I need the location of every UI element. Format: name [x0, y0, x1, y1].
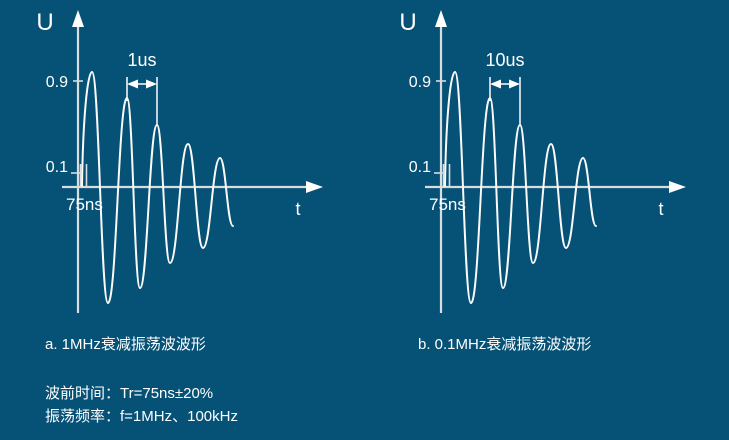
front-time-label: 75ns	[66, 195, 103, 214]
caption-chart-b: b. 0.1MHz衰减振荡波波形	[418, 336, 592, 353]
caption-chart-a: a. 1MHz衰减振荡波波形	[45, 336, 206, 353]
tick-label-0-1: 0.1	[409, 159, 431, 176]
x-axis-arrow-right-icon	[669, 181, 686, 193]
y-axis-arrow-up-icon	[435, 10, 447, 27]
note-oscillation-frequency: 振荡频率：f=1MHz、100kHz	[45, 408, 238, 425]
period-arrow-left-icon	[490, 79, 501, 89]
y-axis-label: U	[36, 9, 53, 36]
y-axis-arrow-up-icon	[72, 10, 84, 27]
waveform-path	[444, 71, 597, 304]
chart-b: U t 0.9 0.1 75ns 10us	[393, 0, 729, 330]
tick-label-0-9: 0.9	[46, 74, 68, 91]
chart-a: U t 0.9 0.1 75ns 1us	[30, 0, 370, 330]
period-arrow-right-icon	[146, 79, 157, 89]
period-arrow-left-icon	[127, 79, 138, 89]
x-axis-label: t	[295, 199, 300, 219]
waveform-path	[81, 71, 234, 304]
note-front-time: 波前时间：Tr=75ns±20%	[45, 385, 214, 402]
tick-label-0-9: 0.9	[409, 74, 431, 91]
notes-block: 波前时间：Tr=75ns±20% 振荡频率：f=1MHz、100kHz	[45, 382, 238, 428]
x-axis-arrow-right-icon	[306, 181, 323, 193]
waveform-figure-a: U t 0.9 0.1 75ns 1us	[36, 9, 323, 313]
tick-label-0-1: 0.1	[46, 159, 68, 176]
period-label: 1us	[127, 50, 156, 70]
waveform-figure-b: U t 0.9 0.1 75ns 10us	[399, 9, 686, 313]
period-label: 10us	[485, 50, 524, 70]
y-axis-label: U	[399, 9, 416, 36]
period-arrow-right-icon	[509, 79, 520, 89]
front-time-label: 75ns	[429, 195, 466, 214]
x-axis-label: t	[658, 199, 663, 219]
